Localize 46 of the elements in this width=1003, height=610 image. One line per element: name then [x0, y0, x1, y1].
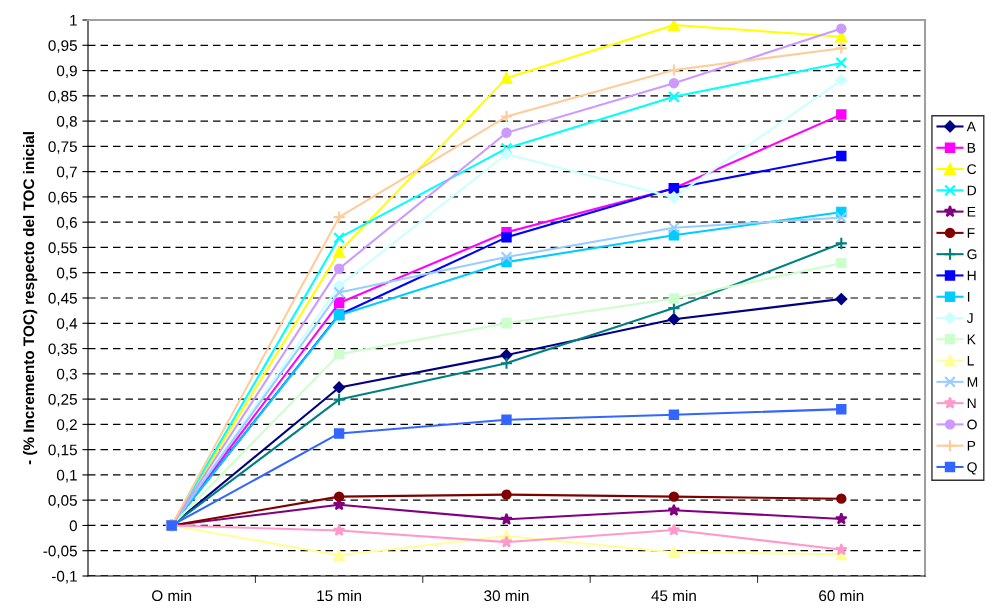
legend-label: L: [967, 355, 974, 366]
y-tick-label: 0,65: [48, 191, 77, 205]
y-tick-label: 0,3: [56, 368, 77, 382]
y-tick-label: 0,45: [48, 292, 77, 306]
y-tick-label: 0,7: [56, 166, 77, 180]
legend-label: M: [967, 377, 978, 387]
y-tick-label: 0,55: [48, 242, 77, 255]
legend-label: D: [967, 185, 977, 196]
x-tick-label: 15 min: [317, 589, 362, 602]
y-tick-label: 0,5: [56, 267, 77, 281]
y-tick-label: 0,4: [56, 318, 78, 331]
x-tick-label: O min: [152, 589, 192, 602]
legend-label: K: [967, 334, 976, 345]
legend-label: E: [967, 206, 976, 217]
y-tick-label: 0,05: [48, 495, 77, 508]
legend-label: G: [967, 249, 977, 260]
y-tick-label: 0,8: [56, 115, 77, 129]
y-tick-label: 0,25: [48, 393, 77, 407]
legend-label: Q: [967, 462, 977, 475]
y-axis-title: - (% Incremento TOC) respecto del TOC inicial: [22, 132, 38, 465]
legend-label: J: [966, 313, 973, 324]
y-tick-label: -0,1: [51, 570, 77, 584]
y-tick-label: 1: [70, 15, 77, 26]
legend-label: O: [967, 419, 977, 430]
y-tick-label: 0,85: [48, 90, 77, 104]
y-tick-label: 0: [69, 520, 77, 532]
legend-label: A: [966, 121, 976, 132]
legend-label: B: [967, 143, 976, 153]
y-tick-label: 0,15: [48, 444, 77, 458]
legend-label: I: [967, 292, 970, 302]
y-tick-label: 0,9: [56, 65, 77, 79]
x-tick-label: 45 min: [651, 589, 696, 602]
y-tick-label: 0,6: [56, 217, 77, 230]
legend-label: P: [967, 441, 976, 451]
legend-label: C: [967, 164, 977, 175]
y-tick-label: 0,2: [56, 419, 77, 432]
legend-label: H: [967, 270, 976, 281]
y-tick-label: 0,75: [48, 141, 77, 154]
y-tick-label: 0,35: [48, 343, 77, 357]
y-tick-label: 0,95: [48, 40, 77, 53]
x-tick-label: 30 min: [484, 589, 529, 602]
legend-label: N: [967, 398, 976, 408]
y-tick-label: -0,05: [43, 545, 77, 559]
x-tick-label: 60 min: [819, 589, 864, 602]
y-tick-label: 0,1: [56, 469, 77, 483]
legend-label: F: [967, 228, 975, 238]
